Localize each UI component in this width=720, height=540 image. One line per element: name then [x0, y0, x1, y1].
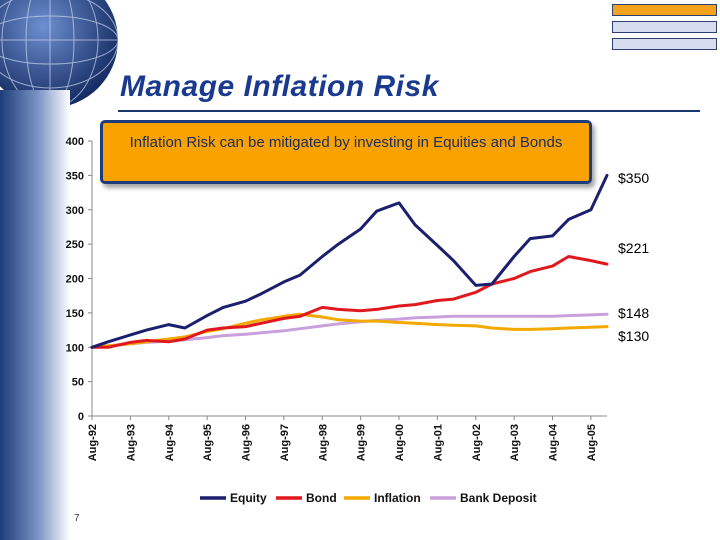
- x-tick-label: Aug-97: [279, 424, 291, 461]
- y-tick-label: 350: [66, 170, 84, 182]
- series-line-bond: [90, 255, 609, 349]
- legend-label: Bond: [306, 491, 337, 505]
- end-value-label: $130: [618, 328, 650, 344]
- y-tick-label: 250: [66, 239, 84, 251]
- x-tick-label: Aug-00: [394, 424, 406, 461]
- nav-indicator-1[interactable]: [612, 4, 717, 16]
- y-tick-label: 100: [66, 342, 84, 354]
- x-tick-label: Aug-92: [87, 424, 99, 461]
- y-tick-label: 0: [78, 411, 84, 423]
- x-tick-label: Aug-03: [509, 424, 521, 461]
- x-tick-label: Aug-02: [471, 424, 483, 461]
- x-tick-label: Aug-96: [241, 424, 253, 461]
- y-tick-label: 150: [66, 308, 84, 320]
- slide-title: Manage Inflation Risk: [120, 70, 439, 103]
- legend-label: Inflation: [374, 491, 421, 505]
- series-line-equity: [90, 173, 609, 349]
- y-tick-label: 400: [66, 136, 84, 148]
- series-line-inflation: [90, 312, 609, 349]
- page-number: 7: [74, 513, 80, 524]
- x-tick-label: Aug-04: [548, 423, 560, 461]
- end-value-label: $221: [618, 240, 650, 256]
- sidebar-gradient-band: [0, 90, 70, 540]
- y-tick-label: 200: [66, 274, 84, 286]
- end-value-label: $350: [618, 170, 650, 186]
- x-tick-label: Aug-98: [317, 424, 329, 461]
- x-tick-label: Aug-99: [356, 424, 368, 461]
- x-tick-label: Aug-93: [125, 424, 137, 461]
- legend-label: Equity: [230, 491, 267, 505]
- x-tick-label: Aug-05: [586, 424, 598, 461]
- end-value-label: $148: [618, 305, 650, 321]
- x-tick-label: Aug-94: [164, 423, 176, 461]
- x-tick-label: Aug-01: [432, 424, 444, 461]
- nav-indicator-2[interactable]: [612, 21, 717, 33]
- callout-text: Inflation Risk can be mitigated by inves…: [129, 134, 563, 151]
- y-tick-label: 300: [66, 205, 84, 217]
- x-tick-label: Aug-95: [202, 424, 214, 461]
- legend-label: Bank Deposit: [460, 491, 537, 505]
- y-tick-label: 50: [72, 377, 84, 389]
- title-underline: [118, 110, 700, 112]
- callout-box: Inflation Risk can be mitigated by inves…: [100, 120, 592, 184]
- nav-indicator-3[interactable]: [612, 38, 717, 50]
